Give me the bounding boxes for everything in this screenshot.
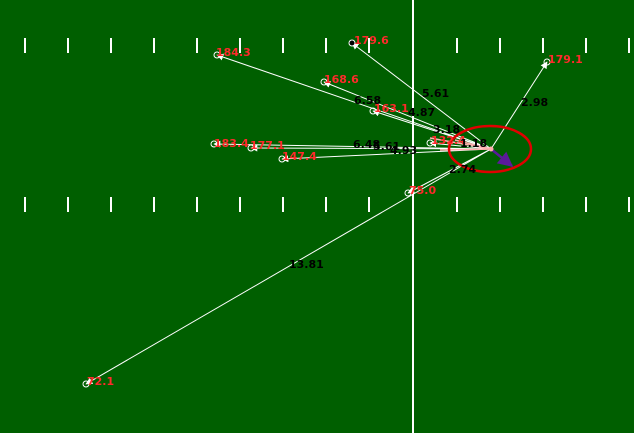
- route-line-t11: [85, 148, 492, 385]
- receiver-node-t4: [320, 78, 328, 86]
- quarterback-marker: [447, 124, 533, 174]
- route-line-t3: [216, 53, 492, 150]
- route-line-t10: [407, 148, 492, 194]
- distance-label-t1: 5.61: [422, 87, 449, 100]
- receiver-node-t8: [278, 155, 286, 163]
- speed-label-t5: 163.1: [374, 102, 409, 115]
- qb-pocket-circle: [447, 124, 533, 174]
- route-line-t1: [351, 42, 492, 150]
- distance-label-t11: 13.81: [289, 258, 324, 271]
- route-line-t4: [323, 81, 492, 150]
- receiver-node-t6: [210, 140, 218, 148]
- receiver-node-t7: [247, 144, 255, 152]
- route-lines: [85, 42, 548, 385]
- speed-label-t1: 179.6: [354, 34, 389, 47]
- route-line-t6: [213, 140, 492, 150]
- speed-label-t2: 179.1: [548, 53, 583, 66]
- yard-hash-marks-bottom: [24, 197, 630, 212]
- route-line-t2: [490, 61, 548, 150]
- distance-label-t8: 4.93: [390, 144, 417, 157]
- receiver-node-t1: [348, 39, 356, 47]
- receiver-node-t9: [426, 139, 434, 147]
- speed-label-t10: 75.0: [409, 184, 436, 197]
- speed-labels: 179.6 179.1 184.3 168.6 163.1 183.4 177.…: [87, 34, 583, 388]
- route-line-t7: [250, 144, 492, 152]
- receiver-node-t5: [369, 107, 377, 115]
- speed-label-t11: 72.1: [87, 375, 114, 388]
- distance-label-t9: 1.18: [460, 137, 487, 150]
- qb-direction-vector: [490, 148, 514, 167]
- speed-label-t4: 168.6: [324, 73, 359, 86]
- distance-label-t6: 6.48: [353, 138, 380, 151]
- receiver-nodes: [82, 39, 551, 388]
- speed-label-t6: 183.4: [214, 137, 249, 150]
- receiver-node-t3: [213, 51, 221, 59]
- distance-label-t2: 2.98: [521, 96, 548, 109]
- route-line-t8: [281, 148, 492, 163]
- receiver-node-t10: [404, 189, 412, 197]
- receiver-node-t2: [543, 58, 551, 66]
- distance-label-t5: 3.18: [433, 123, 460, 136]
- distance-label-t7: 5.61: [373, 140, 400, 153]
- receiver-node-t11: [82, 380, 90, 388]
- distance-labels: 5.61 2.98 6.58 4.87 3.18 6.48 5.61 4.93 …: [289, 87, 548, 271]
- yard-hash-marks-top: [24, 38, 630, 53]
- distance-label-t3: 6.58: [354, 94, 381, 107]
- speed-label-t8: 147.4: [282, 150, 317, 163]
- speed-label-t9: 132.4: [431, 134, 466, 147]
- qb-center-dot: [488, 146, 494, 152]
- route-line-t5: [372, 109, 492, 150]
- speed-label-t3: 184.3: [216, 46, 251, 59]
- route-line-t9: [429, 140, 492, 150]
- speed-label-t7: 177.1: [250, 139, 285, 152]
- distance-label-t4: 4.87: [408, 106, 435, 119]
- distance-label-t10: 2.74: [449, 163, 476, 176]
